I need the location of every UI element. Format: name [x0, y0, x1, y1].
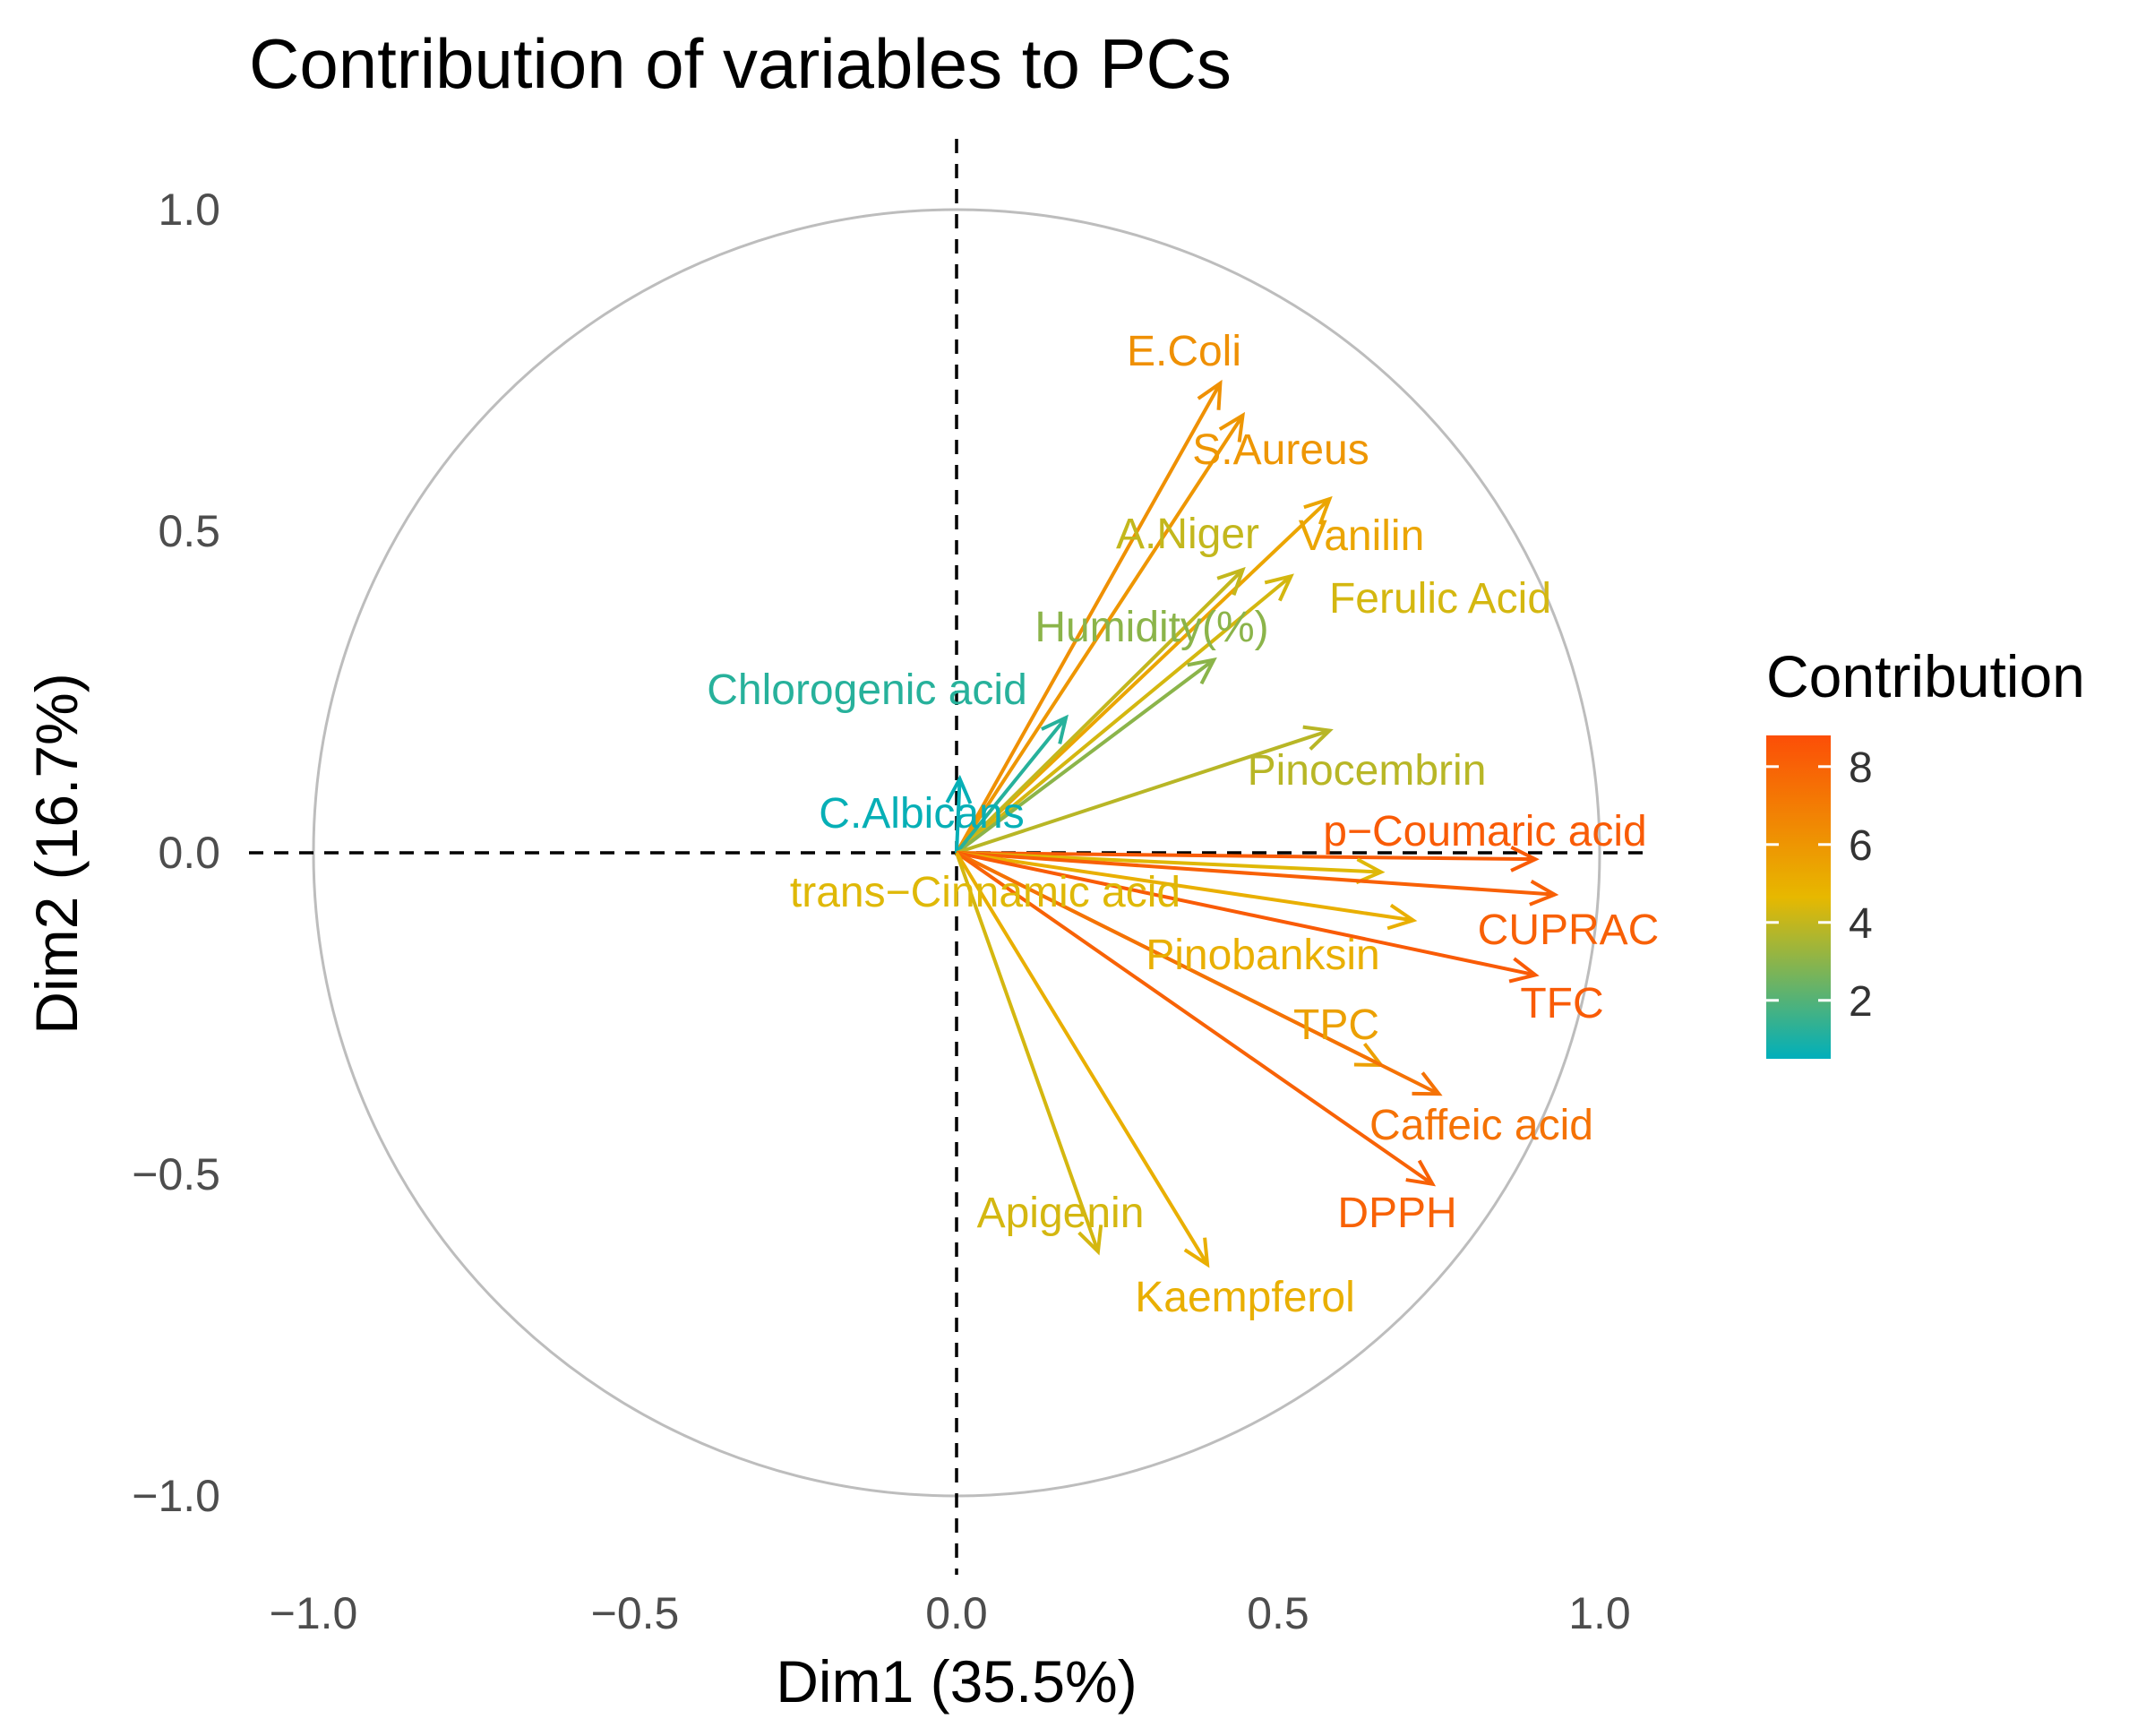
plot-area: E.Coli S.Aureus Vanilin A.Niger Ferulic Acid…	[249, 139, 1659, 1575]
variable-arrows	[945, 379, 1559, 1268]
arrow-shaft-chlorogenic-acid	[955, 716, 1068, 855]
arrow-shaft-kaempferol	[955, 851, 1209, 1266]
legend-tick-label: 8	[1849, 744, 1873, 792]
y-tick-label: 1.0	[158, 185, 220, 235]
arrow-shaft-pinobanksin	[956, 851, 1414, 923]
arrow-shaft-tfc	[956, 851, 1536, 977]
arrow-shaft-c-albicans	[955, 778, 962, 854]
arrowhead-pinocembrin	[1302, 725, 1334, 751]
label-s-aureus: S.Aureus	[1192, 426, 1369, 474]
y-axis-ticks: −1.0 −0.5 0.0 0.5 1.0	[132, 185, 220, 1521]
label-apigenin: Apigenin	[977, 1190, 1145, 1237]
arrow-p-coumaric-acid	[956, 846, 1540, 872]
arrow-humidity	[955, 657, 1217, 855]
arrow-e-coli	[955, 379, 1223, 854]
arrowhead-a-niger	[1216, 566, 1246, 597]
arrow-ferulic-acid	[955, 573, 1294, 855]
label-dpph: DPPH	[1337, 1190, 1456, 1237]
y-tick-label: −0.5	[132, 1149, 220, 1199]
label-pinobanksin: Pinobanksin	[1146, 932, 1380, 979]
chart-title: Contribution of variables to PCs	[249, 24, 1232, 103]
arrowhead-pinobanksin	[1386, 903, 1418, 931]
label-c-albicans: C.Albicans	[819, 790, 1024, 838]
y-tick-label: 0.0	[158, 828, 220, 878]
arrow-shaft-humidity	[955, 657, 1215, 855]
arrowhead-e-coli	[1197, 379, 1223, 410]
y-axis-title: Dim2 (16.7%)	[23, 673, 90, 1034]
arrow-shaft-dpph	[955, 851, 1434, 1186]
arrowhead-kaempferol	[1183, 1237, 1210, 1268]
arrow-chlorogenic-acid	[955, 714, 1069, 855]
arrow-tfc	[956, 851, 1540, 984]
arrowhead-caffeic-acid	[1412, 1071, 1443, 1096]
label-a-niger: A.Niger	[1116, 511, 1259, 558]
arrowhead-chlorogenic-acid	[1041, 714, 1069, 744]
x-axis-ticks: −1.0 −0.5 0.0 0.5 1.0	[270, 1588, 1631, 1638]
label-tfc: TFC	[1520, 980, 1603, 1027]
arrow-shaft-a-niger	[955, 568, 1244, 855]
variable-labels: E.Coli S.Aureus Vanilin A.Niger Ferulic Acid…	[707, 328, 1659, 1321]
arrow-shaft-p-coumaric-acid	[956, 851, 1536, 862]
label-vanilin: Vanilin	[1299, 512, 1425, 560]
arrowhead-s-aureus	[1218, 411, 1246, 443]
arrow-shaft-s-aureus	[955, 414, 1245, 855]
arrow-caffeic-acid	[956, 851, 1443, 1096]
label-humidity: Humidity(%)	[1034, 604, 1268, 651]
arrow-s-aureus	[955, 411, 1246, 855]
legend-ticks: 2 4 6 8	[1766, 744, 1873, 1026]
x-tick-label: 1.0	[1568, 1588, 1631, 1638]
label-cuprac: CUPRAC	[1478, 907, 1660, 954]
legend-colorbar	[1766, 735, 1831, 1059]
arrow-shaft-caffeic-acid	[956, 851, 1440, 1096]
arrow-shaft-ferulic-acid	[955, 574, 1292, 855]
label-trans-cinnamic-acid: trans−Cinnamic acid	[790, 869, 1180, 916]
arrowhead-ferulic-acid	[1264, 573, 1294, 602]
arrow-cuprac	[956, 851, 1559, 907]
y-tick-label: −1.0	[132, 1471, 220, 1521]
x-tick-label: −1.0	[270, 1588, 358, 1638]
legend: Contribution 2 4 6 8	[1766, 643, 2085, 1059]
legend-tick-label: 6	[1849, 822, 1873, 870]
label-chlorogenic-acid: Chlorogenic acid	[707, 666, 1027, 714]
label-tpc: TPC	[1293, 1001, 1379, 1049]
label-caffeic-acid: Caffeic acid	[1369, 1102, 1593, 1149]
arrowhead-p-coumaric-acid	[1510, 846, 1540, 872]
arrow-pinocembrin	[956, 725, 1334, 855]
arrow-apigenin	[955, 852, 1103, 1256]
label-kaempferol: Kaempferol	[1135, 1274, 1354, 1321]
arrowhead-vanilin	[1303, 495, 1333, 525]
arrow-kaempferol	[955, 851, 1210, 1268]
arrow-dpph	[955, 851, 1437, 1187]
arrowhead-dpph	[1405, 1159, 1437, 1187]
x-tick-label: −0.5	[591, 1588, 680, 1638]
legend-tick-label: 4	[1849, 900, 1873, 948]
x-tick-label: 0.5	[1247, 1588, 1309, 1638]
arrow-c-albicans	[945, 774, 973, 854]
x-tick-label: 0.0	[925, 1588, 988, 1638]
legend-title: Contribution	[1766, 643, 2085, 709]
arrowhead-trans-cinnamic-acid	[1355, 857, 1386, 885]
arrow-shaft-pinocembrin	[956, 728, 1331, 855]
arrowhead-cuprac	[1529, 880, 1559, 907]
arrowhead-apigenin	[1077, 1225, 1103, 1256]
label-ferulic-acid: Ferulic Acid	[1329, 575, 1551, 623]
arrowhead-c-albicans	[945, 774, 973, 804]
arrow-shaft-apigenin	[955, 852, 1100, 1252]
x-axis-title: Dim1 (35.5%)	[776, 1648, 1137, 1715]
label-p-coumaric-acid: p−Coumaric acid	[1323, 808, 1647, 855]
arrow-pinobanksin	[956, 851, 1418, 931]
y-tick-label: 0.5	[158, 506, 220, 556]
arrowhead-humidity	[1187, 657, 1217, 685]
legend-tick-label: 2	[1849, 978, 1873, 1026]
arrow-shaft-cuprac	[956, 851, 1555, 897]
label-pinocembrin: Pinocembrin	[1248, 747, 1487, 795]
arrow-a-niger	[955, 566, 1246, 855]
arrow-shaft-e-coli	[955, 382, 1223, 854]
arrowhead-tfc	[1508, 957, 1540, 984]
label-e-coli: E.Coli	[1127, 328, 1241, 375]
